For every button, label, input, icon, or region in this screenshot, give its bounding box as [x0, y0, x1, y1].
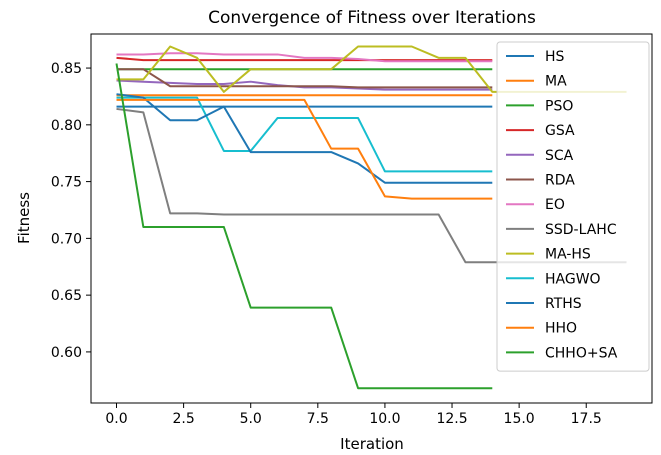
legend-label: MA: [545, 74, 567, 90]
y-axis: 0.60 0.65 0.70 0.75 0.80 0.85: [51, 61, 91, 361]
y-tick-label: 0.60: [51, 345, 82, 361]
series-line-rda: [116, 68, 493, 89]
series-line-sca: [116, 79, 493, 91]
series-line-rths: [116, 93, 493, 184]
x-axis-title: Iteration: [340, 435, 404, 453]
series-line-hagwo: [116, 96, 493, 173]
legend-label: CHHO+SA: [545, 345, 618, 361]
y-tick-label: 0.85: [51, 61, 82, 77]
legend-label: HAGWO: [545, 271, 601, 287]
y-tick-label: 0.65: [51, 288, 82, 304]
legend-label: HS: [545, 49, 565, 65]
legend-box: [496, 41, 650, 372]
x-tick-label: 17.5: [571, 411, 602, 427]
series-line-eo: [116, 52, 493, 63]
x-tick-label: 15.0: [504, 411, 535, 427]
x-tick-label: 12.5: [436, 411, 467, 427]
series-line-chho-sa: [115, 63, 493, 390]
x-tick-label: 10.0: [369, 411, 400, 427]
legend-label: HHO: [545, 321, 577, 337]
legend-label: SCA: [545, 148, 574, 164]
x-axis: 0.0 2.5 5.0 7.5 10.0 12.5 15.0 17.5: [105, 403, 602, 427]
y-tick-label: 0.70: [51, 231, 82, 247]
legend-label: GSA: [545, 123, 575, 139]
legend-label: EO: [545, 197, 565, 213]
y-tick-label: 0.75: [51, 175, 82, 191]
legend: HS MA PSO GSA SCA RDA EO SSD-LAHC MA-HS HAGWO RTHS…: [496, 41, 650, 372]
legend-label: PSO: [545, 98, 573, 114]
plot-frame: [90, 33, 653, 404]
chart-title: Convergence of Fitness over Iterations: [208, 8, 536, 28]
y-axis-title: Fitness: [15, 192, 33, 244]
legend-label: RTHS: [545, 296, 582, 312]
x-tick-label: 7.5: [307, 411, 329, 427]
series-layer: [115, 45, 627, 390]
x-tick-label: 2.5: [172, 411, 194, 427]
legend-label: SSD-LAHC: [545, 222, 617, 238]
legend-label: RDA: [545, 173, 575, 189]
x-tick-label: 0.0: [105, 411, 127, 427]
x-tick-label: 5.0: [240, 411, 262, 427]
y-tick-label: 0.80: [51, 118, 82, 134]
legend-label: MA-HS: [545, 247, 591, 263]
series-line-hho: [116, 98, 493, 200]
series-line-gsa: [116, 56, 493, 62]
